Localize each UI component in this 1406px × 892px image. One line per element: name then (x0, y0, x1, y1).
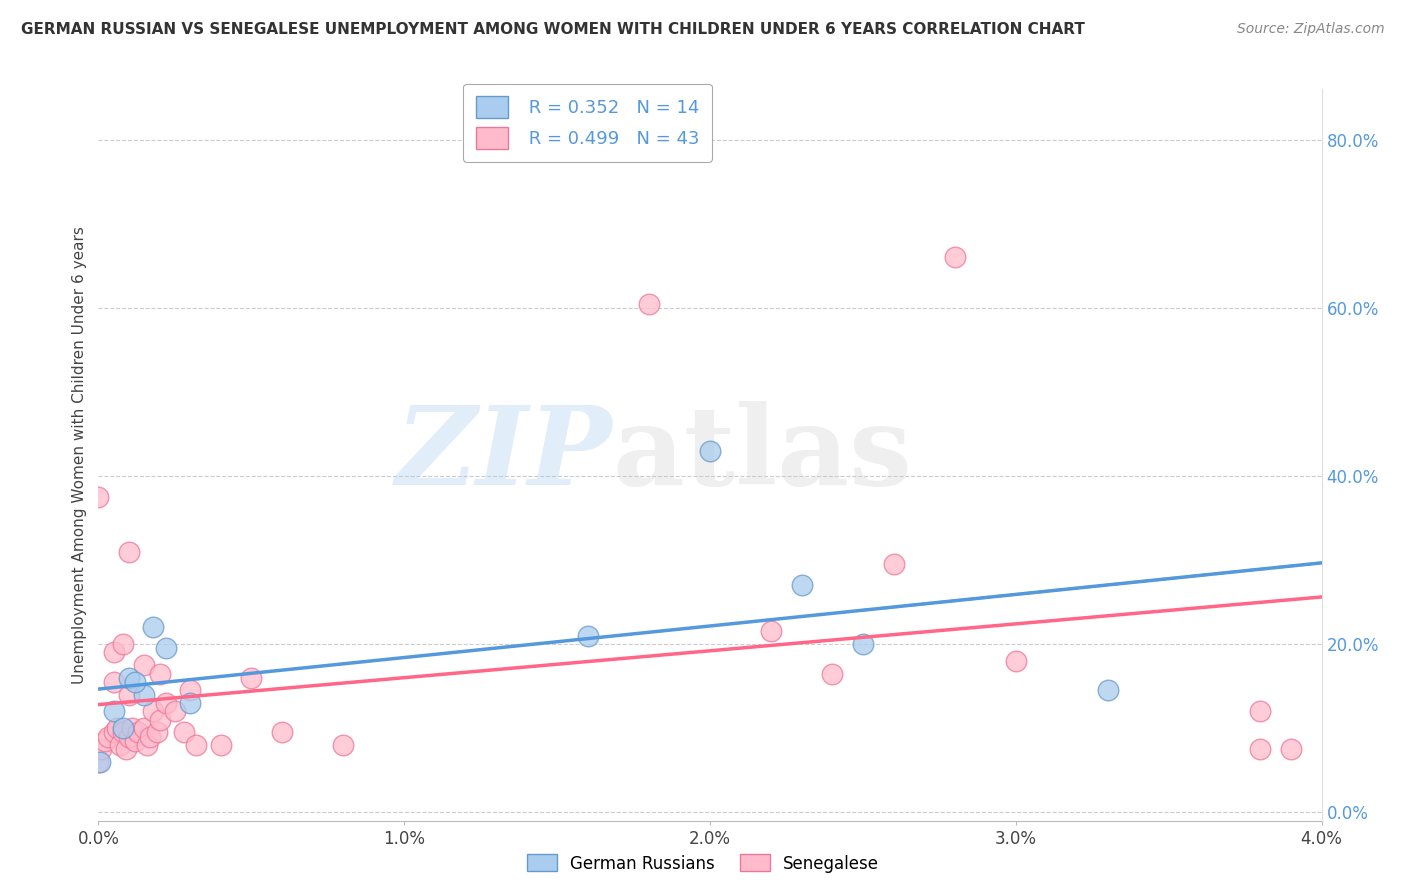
Point (136, 738, 159, 752)
Point (103, 704, 125, 718)
Point (118, 671, 141, 685)
Point (1097, 683, 1119, 698)
Point (699, 443, 721, 458)
Point (90, 742, 112, 756)
Point (118, 688, 141, 702)
Point (118, 544, 141, 558)
Point (134, 721, 156, 735)
Point (173, 725, 195, 739)
Point (87, 755, 110, 769)
Legend: German Russians, Senegalese: German Russians, Senegalese (520, 847, 886, 880)
Point (637, 296, 661, 310)
Point (142, 704, 165, 718)
Point (149, 713, 172, 727)
Point (155, 641, 177, 656)
Point (883, 558, 905, 572)
Point (186, 738, 208, 752)
Point (134, 658, 156, 673)
Text: ZIP: ZIP (395, 401, 612, 508)
Point (1249, 704, 1271, 718)
Point (149, 666, 172, 681)
Point (118, 730, 141, 744)
Point (111, 725, 134, 739)
Point (93, 733, 115, 747)
Point (240, 671, 263, 685)
Point (179, 696, 201, 710)
Point (108, 738, 131, 752)
Point (821, 666, 844, 681)
Point (97, 730, 120, 744)
Point (87, 490, 110, 504)
Point (759, 624, 782, 639)
Point (179, 683, 201, 698)
Point (115, 742, 138, 756)
Point (134, 688, 156, 702)
Point (163, 704, 186, 718)
Point (103, 674, 125, 689)
Point (155, 696, 177, 710)
Point (105, 721, 128, 735)
Point (139, 730, 162, 744)
Point (142, 620, 165, 634)
Y-axis label: Unemployment Among Women with Children Under 6 years: Unemployment Among Women with Children U… (72, 226, 87, 684)
Point (124, 733, 146, 747)
Text: atlas: atlas (612, 401, 912, 508)
Point (145, 725, 167, 739)
Point (209, 738, 232, 752)
Point (121, 721, 143, 735)
Point (111, 637, 134, 651)
Point (332, 738, 354, 752)
Point (103, 645, 125, 659)
Text: GERMAN RUSSIAN VS SENEGALESE UNEMPLOYMENT AMONG WOMEN WITH CHILDREN UNDER 6 YEAR: GERMAN RUSSIAN VS SENEGALESE UNEMPLOYMEN… (21, 22, 1085, 37)
Point (89, 755, 111, 769)
Point (1004, 654, 1026, 668)
Point (103, 725, 125, 739)
Point (790, 578, 813, 592)
Point (124, 674, 146, 689)
Text: Source: ZipAtlas.com: Source: ZipAtlas.com (1237, 22, 1385, 37)
Point (1249, 742, 1271, 756)
Point (852, 637, 875, 651)
Legend:  R = 0.352   N = 14,  R = 0.499   N = 43: R = 0.352 N = 14, R = 0.499 N = 43 (464, 84, 711, 162)
Point (1279, 742, 1302, 756)
Point (270, 725, 294, 739)
Point (943, 251, 966, 265)
Point (127, 725, 149, 739)
Point (111, 721, 134, 735)
Point (576, 629, 599, 643)
